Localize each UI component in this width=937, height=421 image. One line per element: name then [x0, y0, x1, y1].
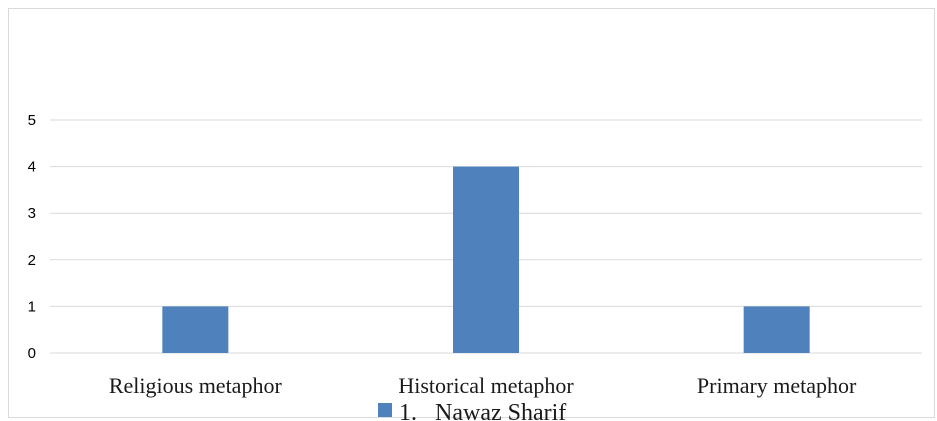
legend: 1. Nawaz Sharif: [378, 400, 566, 421]
bar-historical-metaphor: [453, 166, 519, 353]
y-tick-label-3: 3: [28, 205, 36, 222]
y-tick-label-5: 5: [28, 112, 36, 129]
x-category-label-religious-metaphor: Religious metaphor: [109, 373, 283, 398]
x-category-label-primary-metaphor: Primary metaphor: [697, 373, 857, 398]
legend-swatch: [378, 403, 392, 417]
y-tick-label-1: 1: [28, 298, 36, 315]
y-tick-label-4: 4: [28, 159, 36, 176]
y-axis-tick-labels: 0 1 2 3 4 5: [28, 112, 36, 362]
bars: [162, 166, 810, 353]
bar-religious-metaphor: [162, 306, 229, 353]
x-category-label-historical-metaphor: Historical metaphor: [398, 373, 574, 398]
x-axis-category-labels: Religious metaphor Historical metaphor Pri…: [109, 373, 857, 398]
bar-primary-metaphor: [743, 306, 810, 353]
y-tick-label-2: 2: [28, 252, 36, 269]
legend-label: 1. Nawaz Sharif: [399, 400, 566, 421]
y-tick-label-0: 0: [28, 345, 36, 362]
